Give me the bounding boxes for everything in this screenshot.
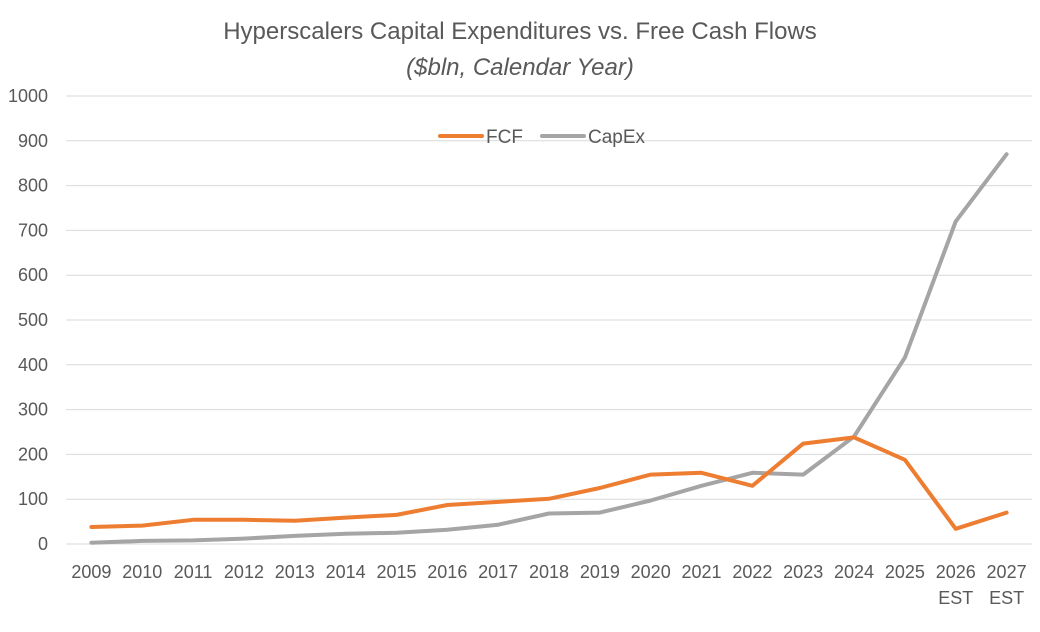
x-tick-label: 2025 <box>885 562 925 582</box>
x-tick-label: 2010 <box>122 562 162 582</box>
x-tick-label: 2017 <box>478 562 518 582</box>
chart-title: Hyperscalers Capital Expenditures vs. Fr… <box>223 18 817 45</box>
series-line-capex <box>89 152 1009 545</box>
x-tick-label: 2019 <box>580 562 620 582</box>
y-tick-label: 800 <box>18 176 48 196</box>
x-tick-label: 2012 <box>224 562 264 582</box>
series-line-fcf <box>89 435 1009 531</box>
x-tick-label: 2009 <box>71 562 111 582</box>
x-tick-label: 2023 <box>783 562 823 582</box>
x-tick-label: 2011 <box>174 562 213 582</box>
x-tick-label: 2026 <box>936 562 976 582</box>
legend-label-capex: CapEx <box>588 127 646 148</box>
y-tick-label: 300 <box>18 400 48 420</box>
y-tick-label: 400 <box>18 355 48 375</box>
x-tick-label: EST <box>938 588 973 608</box>
x-tick-label: 2021 <box>682 562 722 582</box>
y-tick-label: 900 <box>18 131 48 151</box>
y-tick-label: 100 <box>18 489 48 509</box>
x-tick-label: 2020 <box>631 562 671 582</box>
x-tick-label: 2018 <box>529 562 569 582</box>
y-tick-label: 600 <box>18 265 48 285</box>
y-tick-label: 1000 <box>8 86 48 106</box>
x-tick-label: EST <box>989 588 1024 608</box>
x-tick-label: 2016 <box>427 562 467 582</box>
chart-subtitle: ($bln, Calendar Year) <box>406 54 634 81</box>
x-tick-label: 2027 <box>987 562 1027 582</box>
x-tick-label: 2022 <box>732 562 772 582</box>
y-tick-label: 0 <box>38 534 48 554</box>
x-tick-label: 2024 <box>834 562 874 582</box>
y-tick-label: 200 <box>18 444 48 464</box>
x-tick-label: 2014 <box>326 562 366 582</box>
x-tick-label: 2013 <box>275 562 315 582</box>
y-tick-label: 700 <box>18 220 48 240</box>
y-tick-label: 500 <box>18 310 48 330</box>
legend-label-fcf: FCF <box>486 127 523 148</box>
x-tick-label: 2015 <box>376 562 416 582</box>
